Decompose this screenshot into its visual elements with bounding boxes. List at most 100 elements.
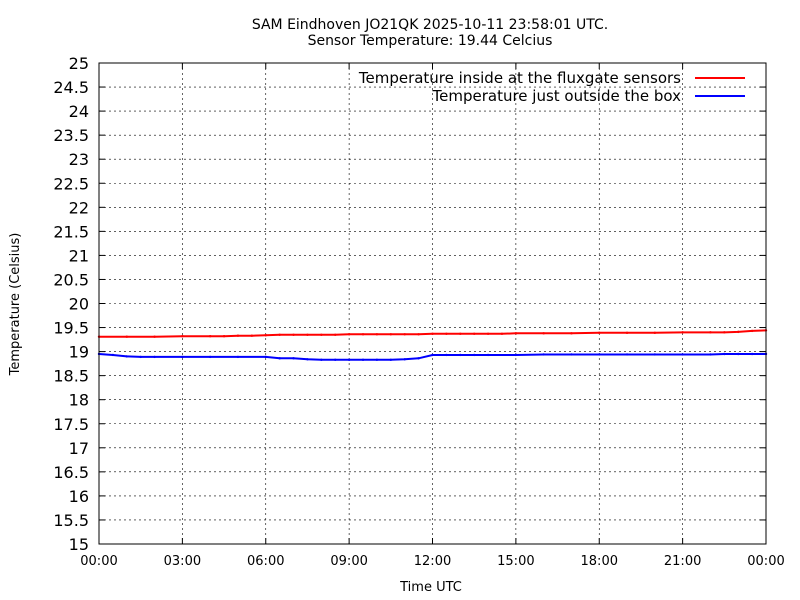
data-point: [208, 335, 212, 338]
data-point: [403, 358, 406, 361]
data-point: [389, 358, 393, 361]
data-point: [375, 333, 379, 336]
x-tick-label: 00:00: [80, 554, 117, 569]
y-tick-label: 23: [69, 150, 89, 169]
x-axis-label: Time UTC: [399, 580, 462, 595]
data-point: [347, 333, 351, 336]
data-point: [334, 358, 337, 361]
data-point: [181, 355, 184, 359]
y-tick-label: 22.5: [53, 174, 89, 193]
x-axis-ticks: 00:00 03:00 06:00 09:00 12:00 15:00 18:00 21:00…: [80, 63, 785, 569]
y-tick-label: 15.5: [53, 511, 89, 530]
y-axis-label: Temperature (Celsius): [8, 233, 23, 377]
data-point: [306, 333, 309, 336]
data-point: [737, 330, 740, 334]
data-point: [375, 358, 379, 361]
data-point: [139, 355, 142, 359]
y-axis-ticks: 15 15.5 16 16.5 17 17.5 18 18.5 19 19.5 20 20.5 21 21…: [53, 54, 766, 554]
data-point: [417, 357, 420, 360]
data-point: [681, 331, 684, 334]
data-point: [723, 352, 726, 356]
grid-lines: [99, 63, 766, 544]
data-point: [542, 353, 545, 356]
y-tick-label: 25: [69, 54, 89, 73]
y-tick-label: 19: [69, 343, 89, 362]
data-point: [445, 353, 448, 357]
y-tick-label: 17: [69, 439, 89, 458]
data-point: [723, 331, 726, 334]
data-point: [431, 353, 434, 357]
data-point: [709, 331, 712, 334]
data-point: [222, 335, 226, 338]
data-point: [361, 358, 365, 361]
y-tick-label: 16: [69, 487, 89, 506]
data-point: [459, 353, 462, 357]
data-point: [486, 353, 490, 357]
y-tick-label: 21: [69, 246, 89, 265]
data-point: [570, 332, 573, 335]
y-tick-label: 18: [69, 391, 89, 410]
chart-subtitle: Sensor Temperature: 19.44 Celcius: [308, 33, 553, 49]
data-point: [570, 353, 573, 356]
x-tick-label: 00:00: [747, 554, 784, 569]
x-tick-label: 12:00: [414, 554, 451, 569]
data-point: [347, 358, 351, 361]
chart-legend: Temperature inside at the fluxgate senso…: [358, 69, 745, 105]
data-point: [737, 352, 740, 356]
data-series: [97, 329, 768, 361]
data-point: [750, 329, 754, 333]
chart-title: SAM Eindhoven JO21QK 2025-10-11 23:58:01…: [252, 17, 608, 33]
data-point: [598, 331, 601, 335]
y-tick-label: 19.5: [53, 319, 89, 338]
legend-label: Temperature inside at the fluxgate senso…: [358, 69, 681, 87]
y-tick-label: 20: [69, 295, 89, 314]
data-point: [264, 355, 267, 359]
y-tick-label: 20.5: [53, 270, 89, 289]
data-point: [542, 332, 545, 335]
y-tick-label: 24.5: [53, 78, 89, 97]
data-point: [445, 332, 448, 336]
data-point: [750, 352, 754, 356]
data-point: [250, 334, 254, 337]
x-tick-label: 03:00: [164, 554, 201, 569]
x-tick-label: 09:00: [330, 554, 367, 569]
data-point: [334, 333, 337, 336]
y-tick-label: 16.5: [53, 463, 89, 482]
y-tick-label: 22: [69, 198, 89, 217]
x-tick-label: 06:00: [247, 554, 284, 569]
x-tick-label: 18:00: [581, 554, 618, 569]
data-point: [472, 353, 476, 357]
y-tick-label: 17.5: [53, 415, 89, 434]
data-point: [111, 353, 115, 357]
data-point: [472, 332, 476, 336]
data-point: [625, 353, 629, 356]
data-point: [278, 333, 281, 336]
data-point: [500, 332, 504, 336]
data-point: [681, 353, 684, 356]
data-point: [320, 358, 323, 361]
data-point: [625, 331, 629, 335]
legend-label: Temperature just outside the box: [432, 87, 682, 105]
data-point: [181, 335, 184, 338]
data-point: [361, 333, 365, 336]
y-tick-label: 21.5: [53, 222, 89, 241]
data-point: [306, 358, 309, 361]
data-point: [431, 332, 434, 336]
y-tick-label: 24: [69, 102, 89, 121]
data-point: [153, 335, 156, 338]
data-point: [292, 333, 295, 336]
x-tick-label: 21:00: [664, 554, 701, 569]
data-point: [417, 333, 420, 336]
y-tick-label: 15: [69, 535, 89, 554]
data-point: [264, 334, 267, 337]
data-point: [125, 355, 128, 358]
data-point: [598, 353, 601, 356]
data-point: [709, 353, 712, 356]
data-point: [125, 335, 128, 338]
data-point: [389, 333, 393, 336]
data-point: [653, 331, 657, 335]
data-point: [514, 332, 518, 335]
data-point: [403, 333, 406, 336]
series-line-1: [99, 329, 767, 338]
